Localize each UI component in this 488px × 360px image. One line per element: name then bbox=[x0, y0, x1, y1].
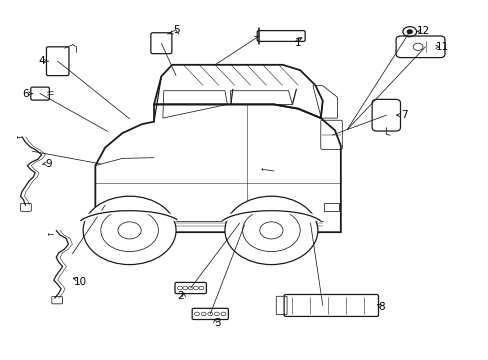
Text: 3: 3 bbox=[213, 318, 220, 328]
Text: 4: 4 bbox=[38, 56, 45, 66]
Text: 7: 7 bbox=[401, 110, 407, 120]
Circle shape bbox=[407, 30, 411, 33]
Text: 6: 6 bbox=[22, 89, 29, 99]
Text: 10: 10 bbox=[74, 276, 87, 287]
Circle shape bbox=[83, 196, 176, 265]
Text: 1: 1 bbox=[294, 38, 301, 48]
Text: 11: 11 bbox=[435, 42, 448, 52]
Circle shape bbox=[224, 196, 317, 265]
Text: 5: 5 bbox=[172, 24, 179, 35]
Text: 12: 12 bbox=[416, 26, 429, 36]
Text: 9: 9 bbox=[45, 159, 52, 169]
Text: 2: 2 bbox=[177, 291, 184, 301]
Text: 8: 8 bbox=[377, 302, 384, 312]
